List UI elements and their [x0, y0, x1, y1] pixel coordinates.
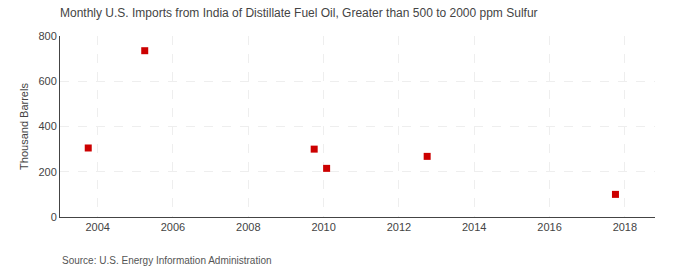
- svg-text:Source: U.S. Energy Informatio: Source: U.S. Energy Information Administ…: [62, 255, 272, 266]
- svg-text:400: 400: [38, 120, 56, 132]
- svg-text:200: 200: [38, 166, 56, 178]
- svg-text:2018: 2018: [613, 221, 637, 233]
- svg-text:Monthly U.S. Imports from Indi: Monthly U.S. Imports from India of Disti…: [60, 6, 538, 20]
- svg-text:2008: 2008: [236, 221, 260, 233]
- svg-text:2016: 2016: [537, 221, 561, 233]
- svg-text:2014: 2014: [462, 221, 486, 233]
- svg-text:2004: 2004: [85, 221, 109, 233]
- svg-text:Thousand Barrels: Thousand Barrels: [18, 83, 30, 170]
- svg-text:2010: 2010: [311, 221, 335, 233]
- svg-text:800: 800: [38, 30, 56, 42]
- svg-text:600: 600: [38, 75, 56, 87]
- svg-text:2006: 2006: [161, 221, 185, 233]
- svg-text:2012: 2012: [387, 221, 411, 233]
- svg-text:0: 0: [51, 211, 57, 223]
